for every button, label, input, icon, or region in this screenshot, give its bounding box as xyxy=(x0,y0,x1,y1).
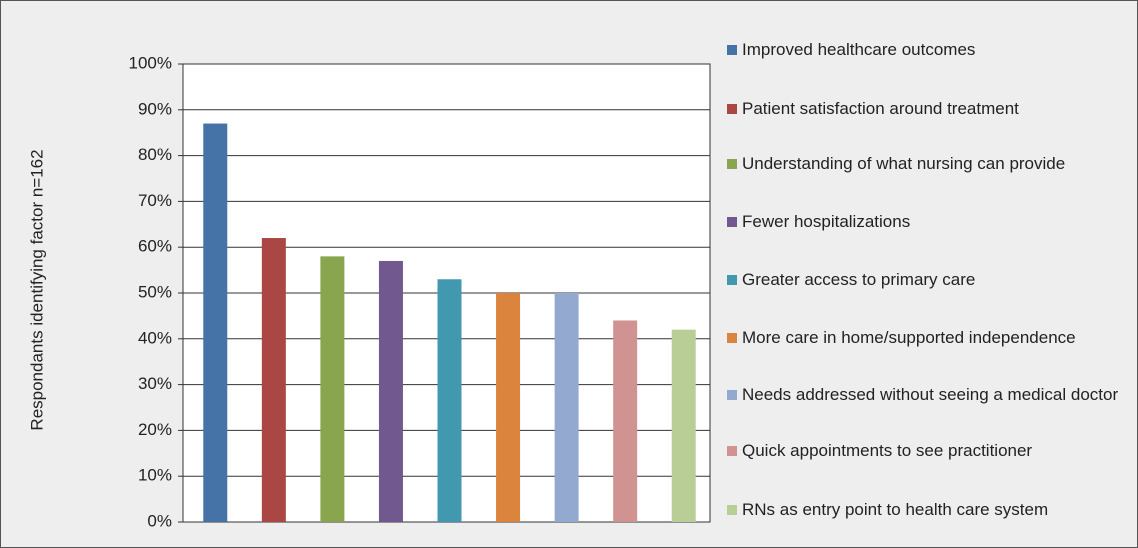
bar xyxy=(671,329,696,522)
y-tick-label: 60% xyxy=(138,237,172,256)
bar xyxy=(496,293,521,522)
y-tick-label: 40% xyxy=(138,328,172,347)
bar xyxy=(554,293,579,522)
y-axis-title: Respondants identifying factor n=162 xyxy=(27,149,46,430)
y-tick-label: 30% xyxy=(138,374,172,393)
y-tick-label: 90% xyxy=(138,99,172,118)
bar xyxy=(203,123,228,522)
y-tick-label: 50% xyxy=(138,282,172,301)
y-tick-label: 80% xyxy=(138,145,172,164)
bar xyxy=(437,279,462,522)
y-tick-label: 70% xyxy=(138,191,172,210)
y-tick-label: 100% xyxy=(129,53,172,72)
bar xyxy=(261,238,286,523)
bar xyxy=(613,320,638,522)
bar xyxy=(320,256,345,522)
y-tick-label: 10% xyxy=(138,466,172,485)
y-tick-label: 20% xyxy=(138,420,172,439)
y-tick-label: 0% xyxy=(147,511,172,530)
bar xyxy=(378,260,403,522)
